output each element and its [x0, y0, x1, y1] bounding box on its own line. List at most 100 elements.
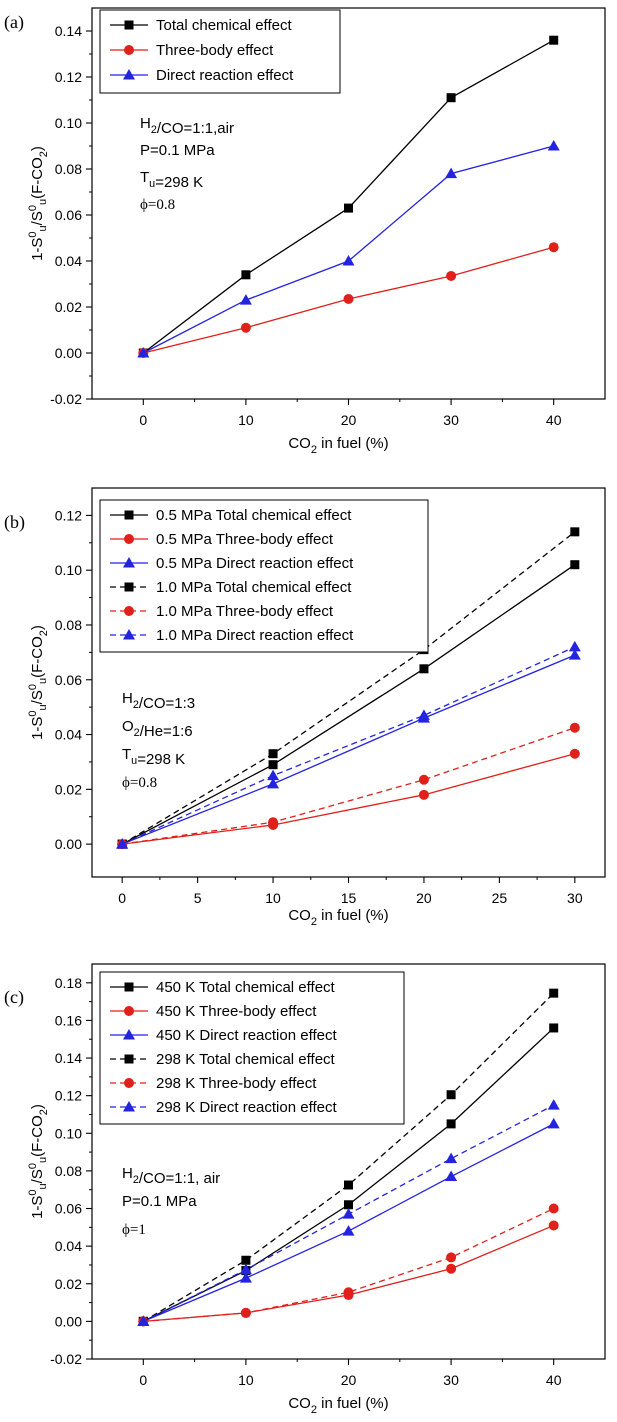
legend-label: Direct reaction effect [156, 67, 294, 84]
x-tick-label: 30 [443, 1372, 459, 1388]
data-point [240, 322, 251, 333]
legend-label: 0.5 MPa Total chemical effect [156, 507, 352, 524]
data-point [241, 270, 251, 280]
chart-panel-c: 0 10 20 30 40 -0.02 0.00 0.02 0.04 0.06 0.08 0.10 0.… [4, 963, 606, 1416]
data-point [548, 1203, 559, 1214]
data-point [445, 1170, 458, 1182]
series-line [143, 145, 554, 354]
y-tick-label: 0.10 [55, 562, 82, 578]
y-tick-label: 0.06 [55, 1201, 82, 1217]
x-axis-label: CO2 in fuel (%) [288, 907, 388, 928]
series-5 [138, 1203, 559, 1327]
data-point [137, 1315, 150, 1326]
x-tick-label: 30 [443, 412, 459, 428]
data-point [344, 1180, 353, 1190]
series-2 [117, 748, 580, 850]
x-tick-label: 5 [194, 890, 202, 906]
x-tick-label: 0 [139, 1372, 147, 1388]
y-tick-label: 0.10 [55, 1125, 82, 1141]
annotation-4: ϕ=0.8 [122, 775, 157, 791]
data-point [548, 1220, 559, 1231]
annotation-4: ϕ=0.8 [140, 197, 175, 213]
data-point [549, 35, 559, 45]
y-tick-label: 0.00 [55, 1313, 82, 1329]
data-point [342, 255, 355, 266]
data-point [570, 560, 580, 570]
data-point [446, 270, 457, 281]
y-tick-label: 0.04 [55, 1238, 82, 1254]
data-point [549, 988, 559, 998]
x-tick-label: 10 [238, 412, 254, 428]
data-point [418, 789, 429, 800]
legend-marker [123, 1029, 135, 1040]
y-tick-label: 0.08 [55, 1163, 82, 1179]
legend-label: 450 K Direct reaction effect [156, 1027, 337, 1044]
x-tick-label: 25 [492, 890, 508, 906]
legend-marker [124, 1054, 134, 1064]
data-point [568, 649, 581, 660]
legend-label: 1.0 MPa Direct reaction effect [156, 627, 354, 644]
legend-marker [124, 1078, 134, 1088]
data-point [239, 1272, 252, 1283]
legend-label: 450 K Three-body effect [156, 1003, 317, 1020]
y-tick-label: -0.02 [50, 1351, 82, 1367]
data-point [547, 1117, 560, 1129]
y-tick-label: -0.02 [50, 391, 82, 407]
chart-panel-a: 0 10 20 30 40 -0.02 0.00 0.02 0.04 0.06 0.08 0.10 0.… [4, 7, 606, 456]
y-axis-label: 1-S0u/S0u(F-CO2) [27, 1104, 50, 1219]
legend-marker [124, 1006, 134, 1016]
data-point [343, 1287, 354, 1298]
data-point [446, 93, 456, 103]
legend-label: 1.0 MPa Total chemical effect [156, 579, 352, 596]
annotation-2: P=0.1 MPa [122, 1193, 197, 1210]
data-point [342, 1208, 355, 1219]
data-point [268, 760, 278, 770]
data-point [547, 140, 560, 151]
annotation-1: H2/CO=1:1, air [122, 1165, 220, 1187]
legend-marker [124, 45, 134, 55]
legend-marker [124, 20, 134, 30]
y-tick-label: 0.08 [55, 617, 82, 633]
data-point [267, 769, 280, 781]
data-point [446, 1252, 457, 1263]
legend-marker [124, 582, 134, 592]
series-line [121, 531, 576, 845]
x-axis-label: CO2 in fuel (%) [288, 1395, 388, 1416]
y-tick-label: 0.02 [55, 1276, 82, 1292]
data-point [344, 1200, 353, 1210]
data-point [569, 748, 580, 759]
y-axis-label: 1-S0u/S0u(F-CO2) [27, 146, 50, 261]
x-tick-label: 30 [567, 890, 583, 906]
data-point [569, 722, 580, 733]
data-point [344, 203, 353, 213]
x-tick-label: 40 [546, 1372, 562, 1388]
annotation-3: Tu=298 K [122, 746, 185, 768]
data-point [568, 640, 581, 652]
data-point [549, 1023, 559, 1033]
y-tick-label: 0.00 [55, 345, 82, 361]
legend-label: 0.5 MPa Three-body effect [156, 531, 334, 548]
data-point [239, 294, 252, 305]
legend-label: Three-body effect [156, 42, 274, 59]
legend-marker [123, 1101, 135, 1112]
data-point [343, 293, 354, 304]
legend-label: 450 K Total chemical effect [156, 979, 336, 996]
legend-marker [123, 69, 135, 80]
series-3 [137, 140, 560, 358]
legend-box [99, 9, 341, 94]
data-point [445, 167, 458, 179]
panel-label: (a) [4, 12, 24, 33]
y-tick-label: 0.12 [55, 69, 82, 85]
series-line [121, 646, 576, 845]
y-tick-label: 0.12 [55, 507, 82, 523]
data-point [418, 774, 429, 785]
y-tick-label: 0.02 [55, 781, 82, 797]
legend-marker [123, 557, 135, 568]
legend-marker [124, 606, 134, 616]
series-line [121, 564, 576, 845]
x-axis-label: CO2 in fuel (%) [288, 435, 388, 456]
annotation-2: O2/He=1:6 [122, 718, 193, 740]
legend-marker [124, 982, 134, 992]
x-tick-label: 20 [416, 890, 432, 906]
legend-box [99, 499, 429, 653]
